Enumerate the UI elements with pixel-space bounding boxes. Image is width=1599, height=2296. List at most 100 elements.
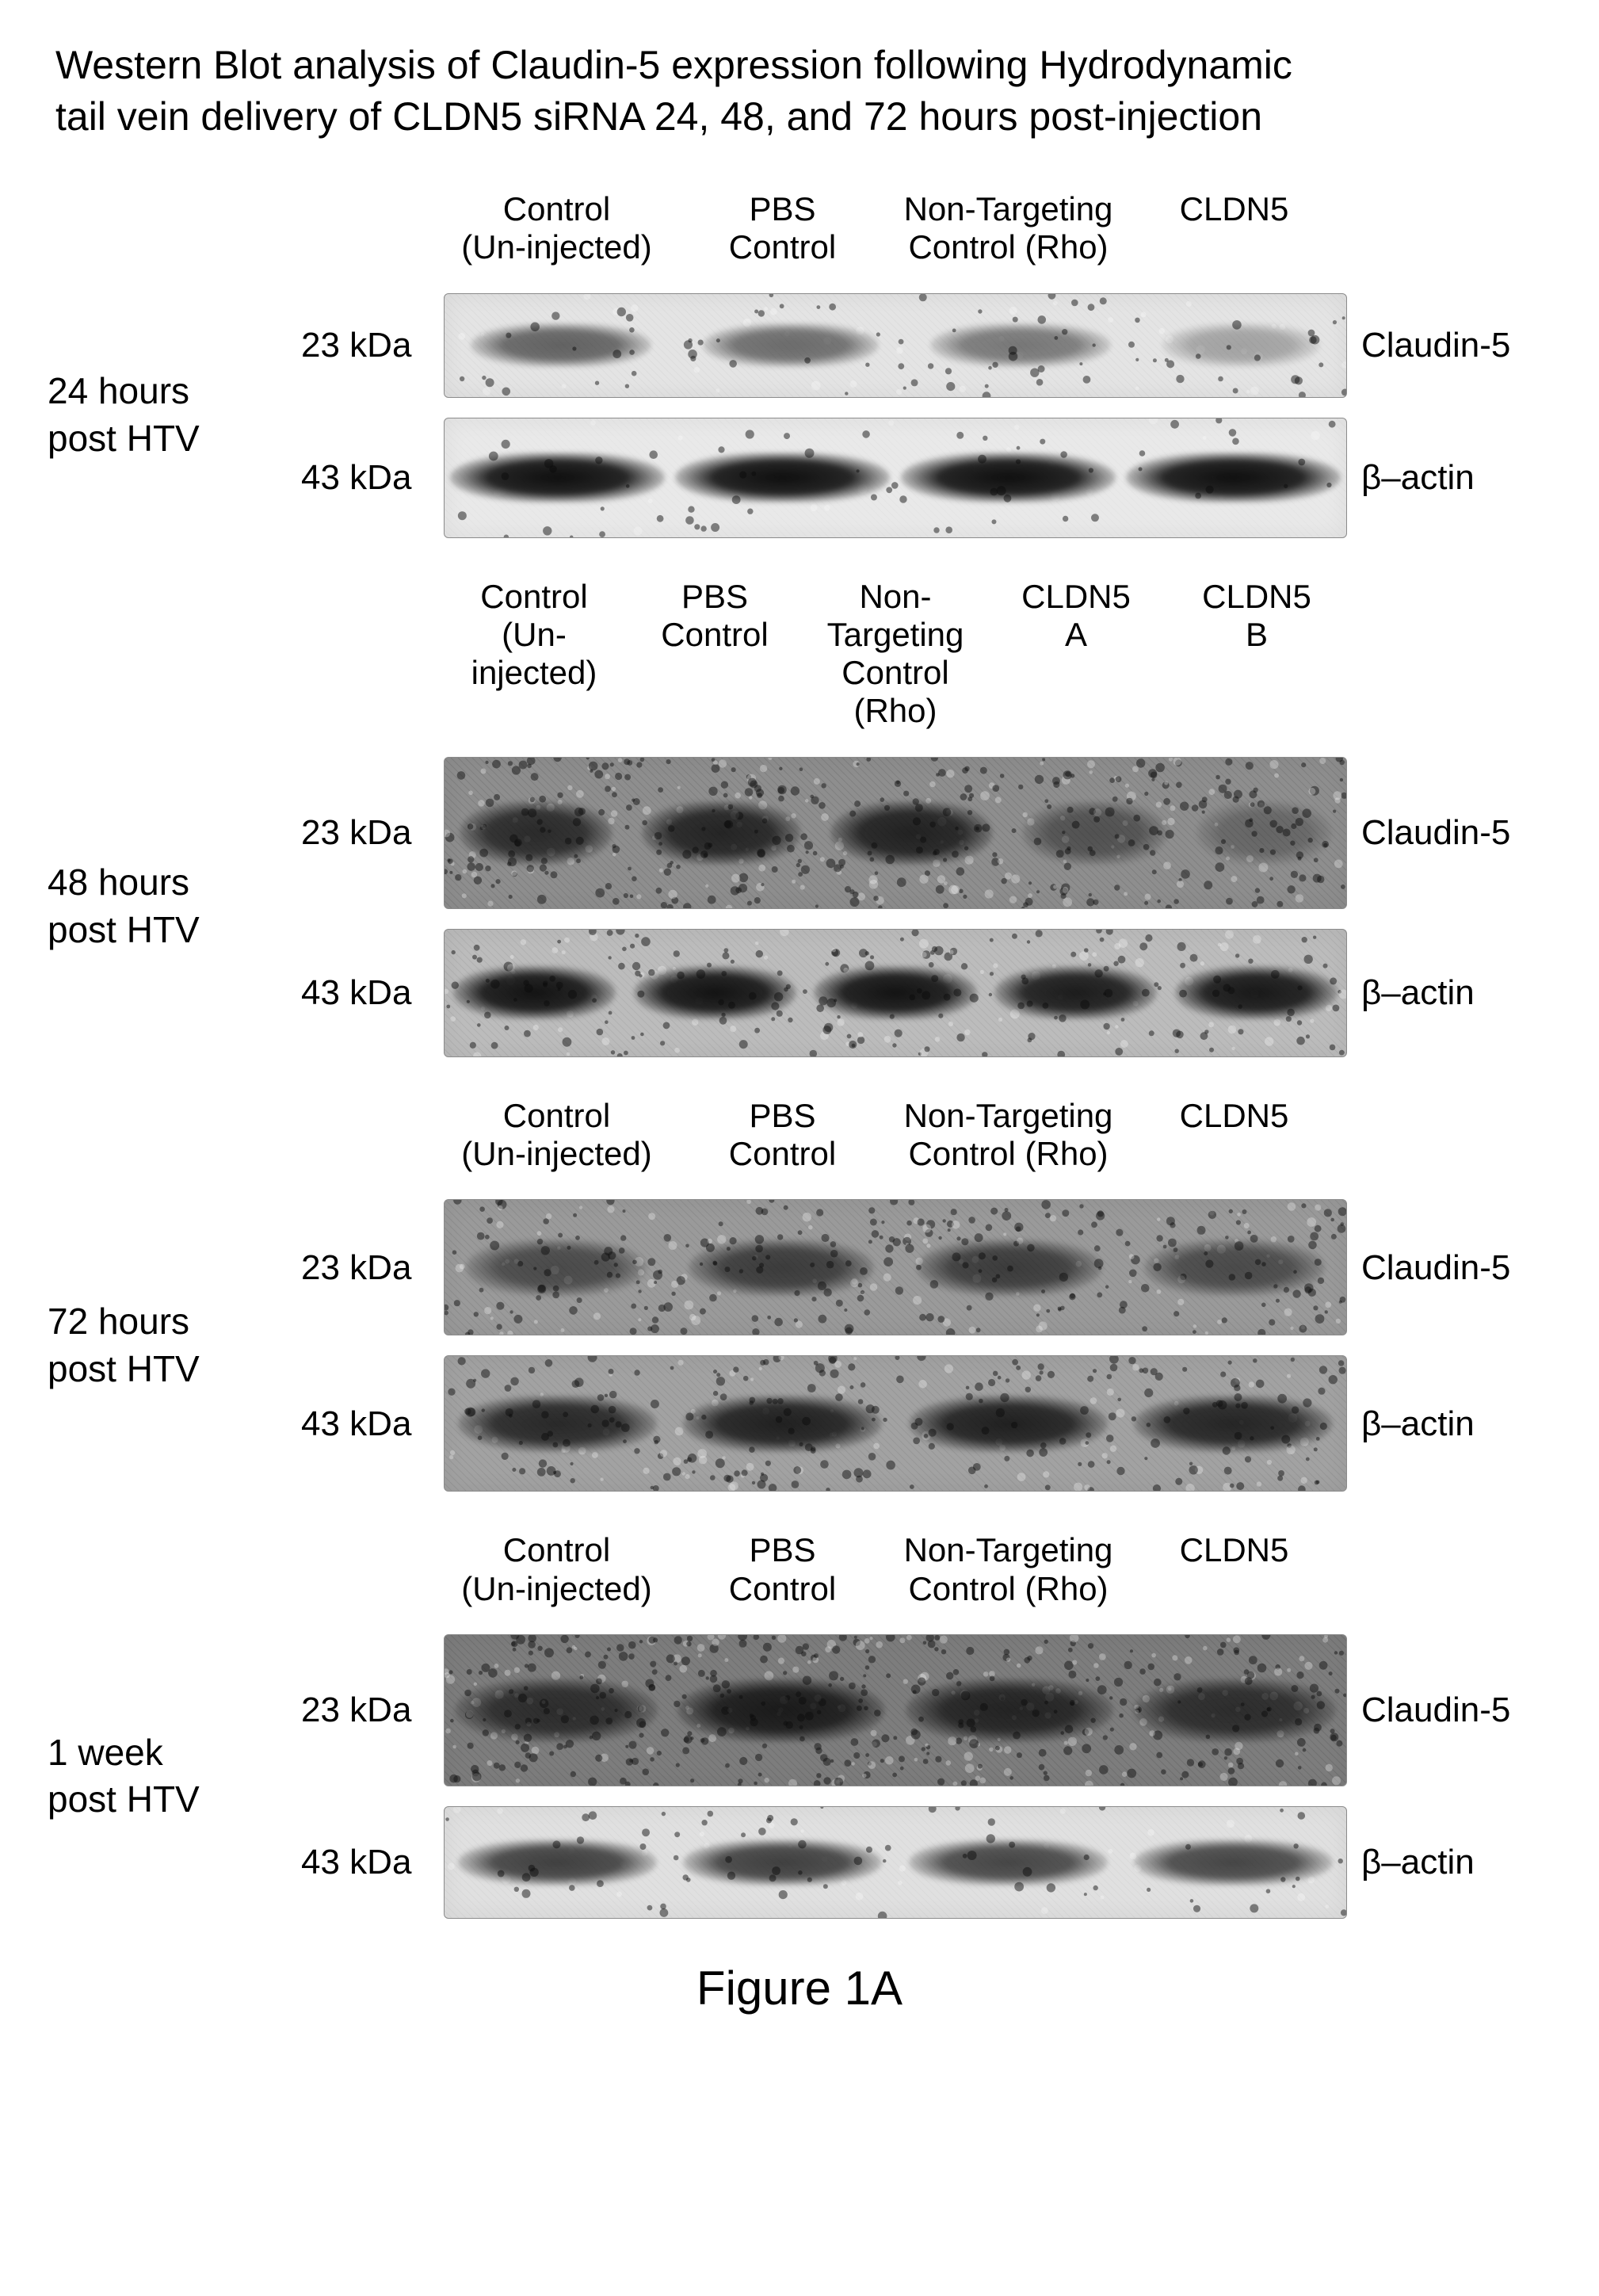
timepoint-panel: Control(Un-injected)PBSControlNon-Target… (48, 578, 1551, 1057)
blot-band (683, 1839, 882, 1886)
probed-protein-label: β–actin (1347, 1840, 1553, 1884)
lane-header: CLDN5A (986, 578, 1166, 731)
lane-header-line1: CLDN5 (1202, 578, 1311, 615)
lane-header: PBSControl (670, 1531, 895, 1608)
figure-caption: Figure 1A (48, 1958, 1551, 2018)
timepoint-label: 24 hourspost HTV (48, 368, 301, 463)
lane-header-line1: CLDN5 (1180, 1097, 1289, 1134)
lane-header-line1: Non-Targeting (904, 1531, 1113, 1568)
molecular-weight-label: 43 kDa (301, 1840, 444, 1884)
blot-band (675, 453, 890, 502)
blot-band (450, 453, 665, 502)
blot-band (901, 453, 1116, 502)
lane-header: Control(Un-injected) (444, 578, 624, 731)
lane-header-line2: Control (Rho) (908, 1135, 1108, 1172)
blot-band (1022, 801, 1166, 865)
title-line-2: tail vein delivery of CLDN5 siRNA 24, 48… (55, 94, 1262, 139)
lane-header-line2: Control (Rho) (908, 228, 1108, 266)
panels-container: Control(Un-injected)PBSControlNon-Target… (48, 190, 1551, 1919)
timepoint-panel: Control(Un-injected)PBSControlNon-Target… (48, 1097, 1551, 1492)
blot-band (677, 1679, 885, 1742)
blot-band (906, 1679, 1113, 1742)
blot-bands-row (445, 1807, 1346, 1918)
molecular-weight-label: 43 kDa (301, 1402, 444, 1446)
blot-bands-row (445, 1200, 1346, 1335)
lane-header: CLDN5 (1121, 190, 1347, 267)
blot-band (683, 1396, 882, 1452)
blot-band (1162, 323, 1321, 367)
lane-header-line1: PBS (749, 1531, 815, 1568)
timepoint-panel: Control(Un-injected)PBSControlNon-Target… (48, 190, 1551, 538)
figure-title: Western Blot analysis of Claudin-5 expre… (48, 40, 1551, 143)
lane-header-line1: CLDN5 (1180, 1531, 1289, 1568)
blot-band (453, 966, 616, 1019)
lane-header-row: Control(Un-injected)PBSControlNon-Target… (444, 1097, 1347, 1174)
lane-header-line1: Non-Targeting (827, 578, 964, 653)
blot-band (814, 966, 976, 1019)
lane-header-line1: CLDN5 (1021, 578, 1131, 615)
blot-bands-row (445, 1356, 1346, 1491)
molecular-weight-label: 23 kDa (301, 1688, 444, 1732)
lane-header-line2: (Un-injected) (461, 228, 651, 266)
blot-band (460, 801, 613, 865)
blot-band (703, 323, 879, 367)
lane-header-line1: Control (503, 190, 610, 227)
lane-header-line2: Control (729, 1570, 836, 1607)
blot-band (1196, 801, 1332, 865)
blot-band (471, 323, 651, 367)
lane-header-line1: Control (503, 1531, 610, 1568)
lane-header: Control(Un-injected) (444, 1531, 670, 1608)
probed-protein-label: β–actin (1347, 1402, 1553, 1446)
blot-bands-row (445, 1635, 1346, 1786)
western-blot-strip (444, 1634, 1347, 1786)
blot-band (689, 1240, 874, 1296)
western-blot-strip (444, 929, 1347, 1057)
lane-header-line1: CLDN5 (1180, 190, 1289, 227)
blot-band (1175, 966, 1338, 1019)
blot-band (1134, 1396, 1333, 1452)
lane-header: Non-TargetingControl (Rho) (895, 1097, 1121, 1174)
lane-header: Control(Un-injected) (444, 190, 670, 267)
timepoint-panel: Control(Un-injected)PBSControlNon-Target… (48, 1531, 1551, 1919)
blot-band (458, 1396, 657, 1452)
lane-header-line1: PBS (749, 190, 815, 227)
lane-header-line2: (Un-injected) (461, 1570, 651, 1607)
lane-header: PBSControl (670, 1097, 895, 1174)
blot-band (1126, 453, 1341, 502)
title-line-1: Western Blot analysis of Claudin-5 expre… (55, 43, 1292, 87)
lane-header-line2: Control (Rho) (841, 654, 948, 729)
lane-header-line1: PBS (749, 1097, 815, 1134)
lane-header-row: Control(Un-injected)PBSControlNon-Target… (444, 1531, 1347, 1608)
blot-bands-row (445, 294, 1346, 397)
lane-header-line2: Control (729, 228, 836, 266)
blot-band (1134, 1839, 1333, 1886)
blot-band (1133, 1679, 1337, 1742)
figure-page: Western Blot analysis of Claudin-5 expre… (0, 0, 1599, 2296)
western-blot-strip (444, 418, 1347, 538)
lane-header-row: Control(Un-injected)PBSControlNon-Target… (444, 578, 1347, 731)
molecular-weight-label: 43 kDa (301, 971, 444, 1014)
blot-bands-row (445, 418, 1346, 537)
blot-band (634, 966, 796, 1019)
lane-header: Non-TargetingControl (Rho) (805, 578, 986, 731)
blot-band (917, 1240, 1102, 1296)
lane-header-line2: Control (Rho) (908, 1570, 1108, 1607)
lane-header: CLDN5B (1166, 578, 1347, 731)
lane-header: PBSControl (624, 578, 805, 731)
lane-header: Control(Un-injected) (444, 1097, 670, 1174)
western-blot-strip (444, 293, 1347, 398)
lane-header-line1: Non-Targeting (904, 190, 1113, 227)
blot-band (458, 1839, 657, 1886)
probed-protein-label: Claudin-5 (1347, 1688, 1553, 1732)
molecular-weight-label: 23 kDa (301, 1246, 444, 1289)
lane-header-line2: Control (729, 1135, 836, 1172)
lane-header-line1: Non-Targeting (904, 1097, 1113, 1134)
lane-header-line2: (Un-injected) (471, 616, 597, 691)
blot-band (830, 801, 993, 865)
lane-header-line2: (Un-injected) (461, 1135, 651, 1172)
western-blot-strip (444, 757, 1347, 909)
blot-band (466, 1240, 647, 1296)
lane-header: CLDN5 (1121, 1531, 1347, 1608)
lane-header-line1: Control (480, 578, 587, 615)
western-blot-strip (444, 1355, 1347, 1492)
